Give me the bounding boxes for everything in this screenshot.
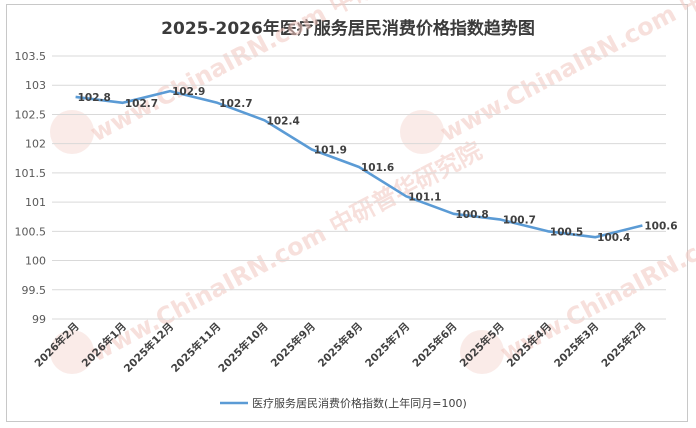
x-tick-label: 2025年10月	[216, 320, 271, 375]
data-label: 102.8	[78, 92, 111, 104]
x-tick-label: 2025年8月	[315, 320, 365, 370]
y-tick-label: 100	[25, 255, 46, 268]
series-layer	[75, 89, 643, 239]
x-tick-label: 2025年9月	[268, 320, 318, 370]
y-tick-label: 99.5	[22, 284, 47, 297]
data-label: 100.4	[597, 232, 630, 244]
data-labels: 102.8 102.7 102.9 102.7 102.4 101.9 101.6 101.1…	[78, 86, 678, 244]
watermark-text: www.ChinaIRN.com 中研普华研究院	[436, 0, 696, 147]
data-label: 101.6	[361, 162, 394, 174]
data-label: 100.7	[503, 215, 536, 227]
data-label: 100.5	[550, 226, 583, 238]
y-tick-label: 102	[25, 138, 46, 151]
y-tick-label: 103	[25, 79, 46, 92]
y-axis-ticks: 103.5 103 102.5 102 101.5 101 100.5 100 99.5 99	[15, 50, 47, 326]
y-tick-label: 100.5	[15, 225, 47, 238]
watermark-logo-circle	[50, 330, 94, 374]
data-label: 102.7	[125, 98, 158, 110]
data-label: 102.9	[172, 86, 205, 98]
watermark-text: www.ChinaIRN.com 中研普华研究院	[86, 136, 487, 367]
y-tick-label: 99	[32, 313, 46, 326]
x-tick-label: 2025年6月	[410, 320, 460, 370]
legend-label: 医疗服务居民消费价格指数(上年同月=100)	[252, 396, 467, 410]
watermark-logo-circle	[50, 110, 94, 154]
data-label: 100.8	[455, 209, 488, 221]
legend: 医疗服务居民消费价格指数(上年同月=100)	[220, 396, 467, 410]
data-label: 102.4	[267, 115, 300, 127]
data-label: 101.1	[408, 191, 441, 203]
data-label: 100.6	[644, 220, 677, 232]
data-label: 102.7	[219, 98, 252, 110]
y-tick-label: 101.5	[15, 167, 47, 180]
y-tick-label: 101	[25, 196, 46, 209]
y-tick-label: 103.5	[15, 50, 47, 63]
x-tick-label: 2025年7月	[362, 320, 412, 370]
gridlines	[52, 55, 666, 320]
data-label: 101.9	[314, 145, 347, 157]
y-tick-label: 102.5	[15, 108, 47, 121]
x-tick-label: 2025年2月	[599, 320, 649, 370]
watermark-logo-circle	[400, 110, 444, 154]
chart-frame	[6, 4, 688, 422]
chart-title: 2025-2026年医疗服务居民消费价格指数趋势图	[161, 19, 535, 39]
watermark-logo-circle	[460, 330, 504, 374]
